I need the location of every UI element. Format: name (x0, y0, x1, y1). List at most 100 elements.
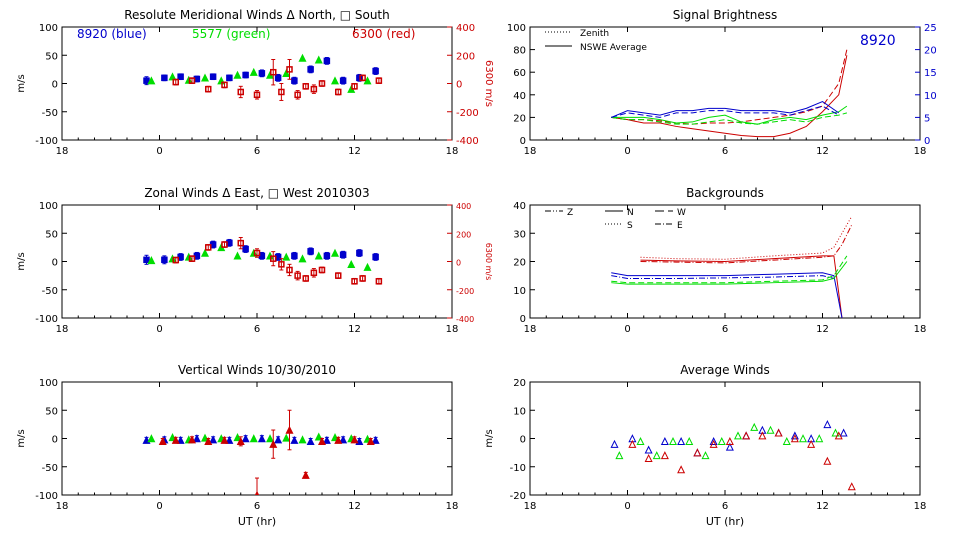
data-layer (611, 49, 848, 138)
data-point-triangle (330, 76, 340, 85)
data-point-triangle (717, 437, 726, 446)
y2-axis-label: 6300 m/s (484, 243, 493, 281)
series-line-blue (611, 275, 834, 279)
data-point-square (302, 275, 309, 282)
data-point-square (302, 83, 309, 90)
data-point-triangle (610, 439, 619, 448)
data-point-square (237, 88, 244, 96)
data-layer (142, 409, 380, 495)
data-point-triangle (187, 435, 197, 444)
data-point-square (339, 77, 347, 84)
plot-frame (61, 26, 453, 141)
data-point-triangle (200, 73, 210, 82)
x-tick-label: 18 (914, 324, 927, 335)
legend-label: N (627, 208, 634, 218)
data-point-triangle (677, 437, 686, 446)
data-point-square (335, 88, 342, 96)
data-point-square (237, 239, 244, 247)
data-point-triangle (269, 439, 278, 448)
data-point-triangle (750, 422, 759, 431)
data-point-triangle (758, 431, 767, 440)
x-tick-label: 12 (816, 501, 829, 512)
data-point-square (323, 57, 331, 65)
plot-frame (61, 204, 453, 319)
data-point-square (294, 272, 301, 279)
data-point-square (242, 245, 249, 253)
panel-meridional: Resolute Meridional Winds Δ North, □ Sou… (16, 8, 494, 157)
data-point-triangle (322, 435, 331, 444)
data-point-square (318, 80, 326, 87)
data-point-square (351, 278, 358, 285)
chart-title: Backgrounds (686, 186, 764, 200)
x-tick-label: 6 (254, 324, 260, 335)
data-point-triangle (254, 490, 260, 495)
series-line-green (611, 255, 848, 284)
data-point-triangle (290, 435, 299, 444)
data-point-square (335, 272, 342, 279)
data-point-square (205, 244, 212, 251)
x-tick-label: 6 (722, 324, 728, 335)
data-point-triangle (200, 248, 210, 257)
x-tick-label: 6 (722, 146, 728, 157)
data-point-triangle (652, 451, 661, 460)
y-tick-label: -50 (42, 463, 58, 474)
y-tick-label: 10 (513, 406, 526, 417)
series-line-red (640, 216, 853, 260)
y-axis-label: m/s (484, 429, 495, 447)
y-tick-label: -100 (35, 491, 58, 502)
data-layer (610, 420, 856, 491)
data-point-triangle (314, 251, 323, 260)
data-point-square (172, 78, 179, 86)
data-point-triangle (371, 435, 380, 444)
panel-zonal: Zonal Winds Δ East, □ West 2010303 18 0 6 12… (16, 186, 493, 335)
y2-tick-label: -200 (456, 287, 474, 296)
annotation-red: 6300 (red) (352, 27, 415, 41)
data-point-square (253, 91, 261, 99)
x-tick-label: 18 (914, 501, 927, 512)
y-tick-label: 40 (513, 201, 526, 212)
data-point-square (307, 248, 314, 255)
data-point-triangle (685, 437, 694, 446)
y-tick-label: 0 (52, 80, 58, 91)
data-point-triangle (709, 439, 718, 448)
data-point-square (359, 74, 366, 82)
data-point-triangle (204, 437, 213, 446)
data-point-square (274, 74, 282, 82)
data-point-square (291, 252, 298, 260)
data-point-triangle (257, 434, 266, 443)
y-tick-label: 50 (45, 51, 58, 62)
data-point-square (161, 74, 168, 82)
data-point-triangle (282, 69, 291, 78)
data-point-triangle (815, 434, 824, 443)
x-tick-label: 18 (524, 146, 537, 157)
y-tick-label: -100 (35, 314, 58, 325)
y2-tick-label: 200 (456, 51, 475, 62)
x-tick-label: 18 (56, 501, 69, 512)
x-tick-label: 6 (722, 501, 728, 512)
data-point-triangle (249, 434, 258, 443)
data-point-square (307, 66, 314, 73)
data-point-triangle (725, 442, 734, 451)
data-point-square (375, 278, 383, 285)
data-layer (143, 236, 383, 285)
data-point-triangle (298, 435, 307, 444)
data-point-triangle (233, 251, 242, 260)
y2-tick-label: -400 (456, 315, 474, 324)
data-point-square (221, 241, 228, 248)
data-point-triangle (366, 437, 375, 446)
y-tick-label: 100 (39, 378, 58, 389)
data-point-square (359, 275, 366, 282)
data-point-square (188, 77, 196, 84)
data-point-triangle (782, 437, 791, 446)
data-point-triangle (790, 431, 799, 440)
x-tick-label: 18 (446, 501, 459, 512)
y-tick-label: 0 (520, 136, 526, 147)
x-axis-label: UT (hr) (238, 515, 276, 528)
data-point-triangle (314, 55, 323, 64)
data-point-square (270, 255, 277, 262)
data-point-square (221, 81, 228, 89)
data-point-triangle (171, 435, 180, 444)
chart-title: Zonal Winds Δ East, □ West 2010303 (144, 186, 369, 200)
